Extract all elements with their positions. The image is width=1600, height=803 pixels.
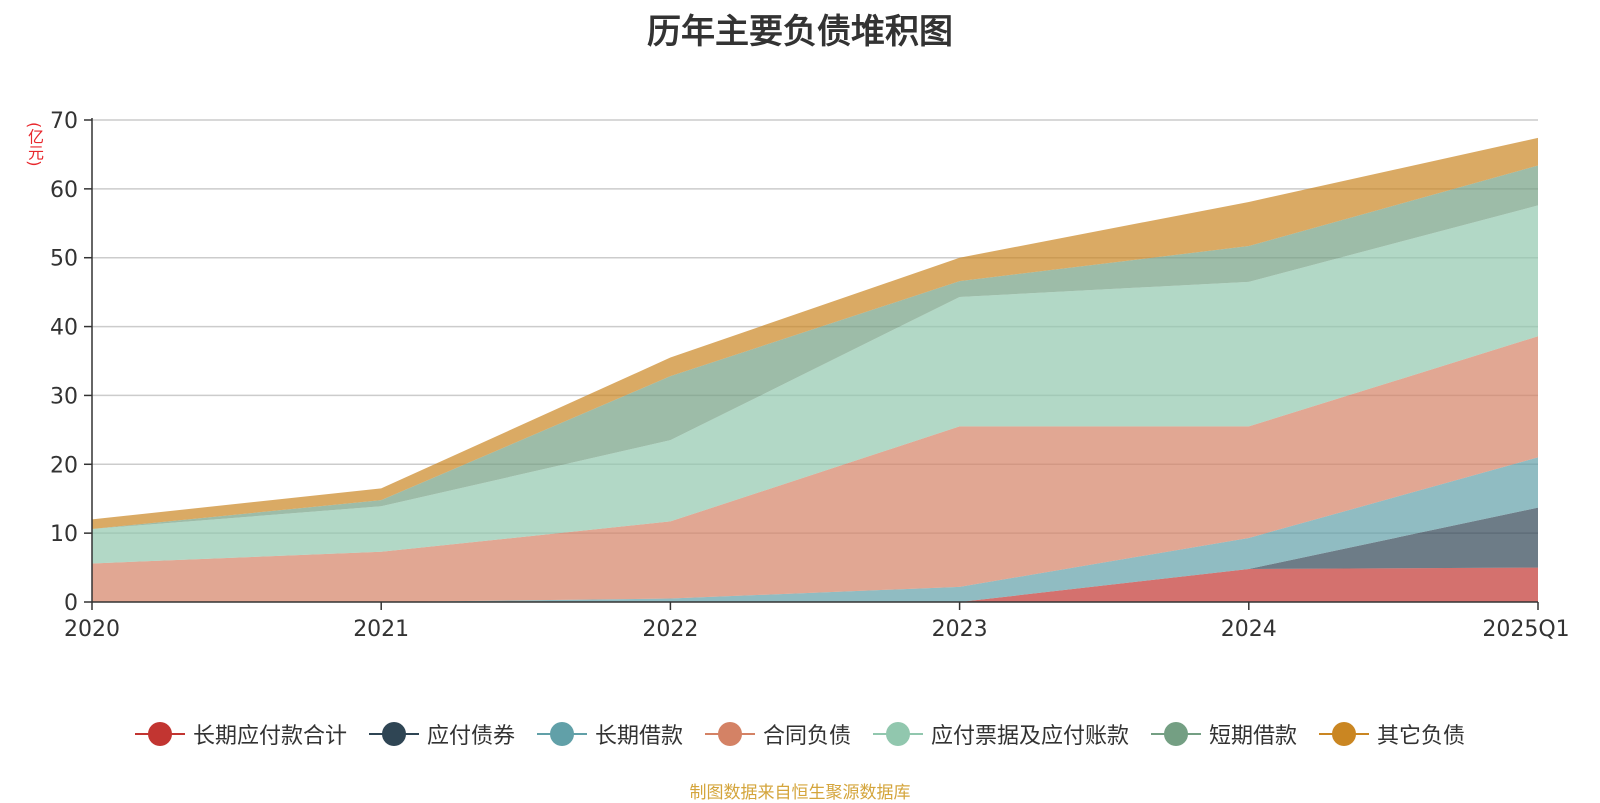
legend-marker-icon [536, 721, 587, 747]
x-tick-label: 2020 [64, 617, 120, 642]
y-tick-label: 60 [50, 178, 78, 203]
y-tick-label: 50 [50, 247, 78, 272]
y-axis-unit-label: (亿元) [25, 122, 44, 167]
y-axis-ticks: 0 10 20 30 40 50 60 70 [50, 109, 92, 616]
legend-marker-icon [873, 721, 923, 747]
y-tick-label: 40 [50, 316, 78, 341]
legend-label: 合同负债 [762, 724, 851, 749]
legend-label: 应付票据及应付账款 [931, 724, 1130, 749]
x-tick-label: 2023 [932, 617, 988, 642]
legend-label: 应付债券 [426, 724, 515, 749]
area-series-0 [92, 567, 1538, 602]
y-tick-label: 30 [50, 384, 78, 409]
y-tick-label: 70 [50, 109, 78, 134]
area-series-layer [92, 137, 1538, 602]
legend-label: 长期借款 [594, 724, 683, 749]
legend-item[interactable]: 长期借款 [536, 718, 683, 750]
legend-marker-icon [134, 721, 185, 747]
area-series-5 [92, 165, 1538, 530]
area-series-2 [92, 457, 1538, 602]
y-tick-label: 0 [64, 591, 78, 616]
x-tick-label: 2022 [642, 617, 698, 642]
chart-title: 历年主要负债堆积图 [647, 12, 953, 52]
legend-marker-icon [1319, 721, 1370, 747]
legend-label: 其它负债 [1377, 724, 1466, 749]
chart-legend: 长期应付款合计 应付债券 长期借款 合同负债 应付票据及应付账款 短期借款 其它负债 [0, 718, 1600, 750]
area-series-6 [92, 137, 1538, 530]
legend-marker-icon [368, 721, 419, 747]
legend-item[interactable]: 合同负债 [704, 718, 851, 750]
legend-label: 长期应付款合计 [192, 724, 347, 749]
legend-item[interactable]: 应付票据及应付账款 [873, 718, 1129, 750]
stacked-area-chart: 0 10 20 30 40 50 60 70 2020 2021 2022 2023 2024 2025… [50, 109, 1570, 642]
x-tick-label: 2024 [1221, 617, 1277, 642]
legend-item[interactable]: 短期借款 [1151, 718, 1297, 750]
data-source-note: 制图数据来自恒生聚源数据库 [689, 783, 911, 803]
area-series-4 [92, 205, 1538, 564]
axes [91, 118, 1538, 603]
x-tick-label: 2025Q1 [1482, 617, 1569, 642]
y-tick-label: 10 [50, 522, 78, 547]
legend-label: 短期借款 [1209, 724, 1298, 749]
legend-item[interactable]: 其它负债 [1319, 718, 1465, 750]
x-tick-label: 2021 [353, 617, 409, 642]
legend-marker-icon [1151, 721, 1202, 747]
legend-marker-icon [704, 721, 755, 747]
x-axis-ticks: 2020 2021 2022 2023 2024 2025Q1 [64, 602, 1570, 642]
area-series-3 [92, 336, 1538, 602]
legend-item[interactable]: 长期应付款合计 [134, 718, 347, 750]
y-tick-label: 20 [50, 453, 78, 478]
legend-item[interactable]: 应付债券 [368, 718, 515, 750]
